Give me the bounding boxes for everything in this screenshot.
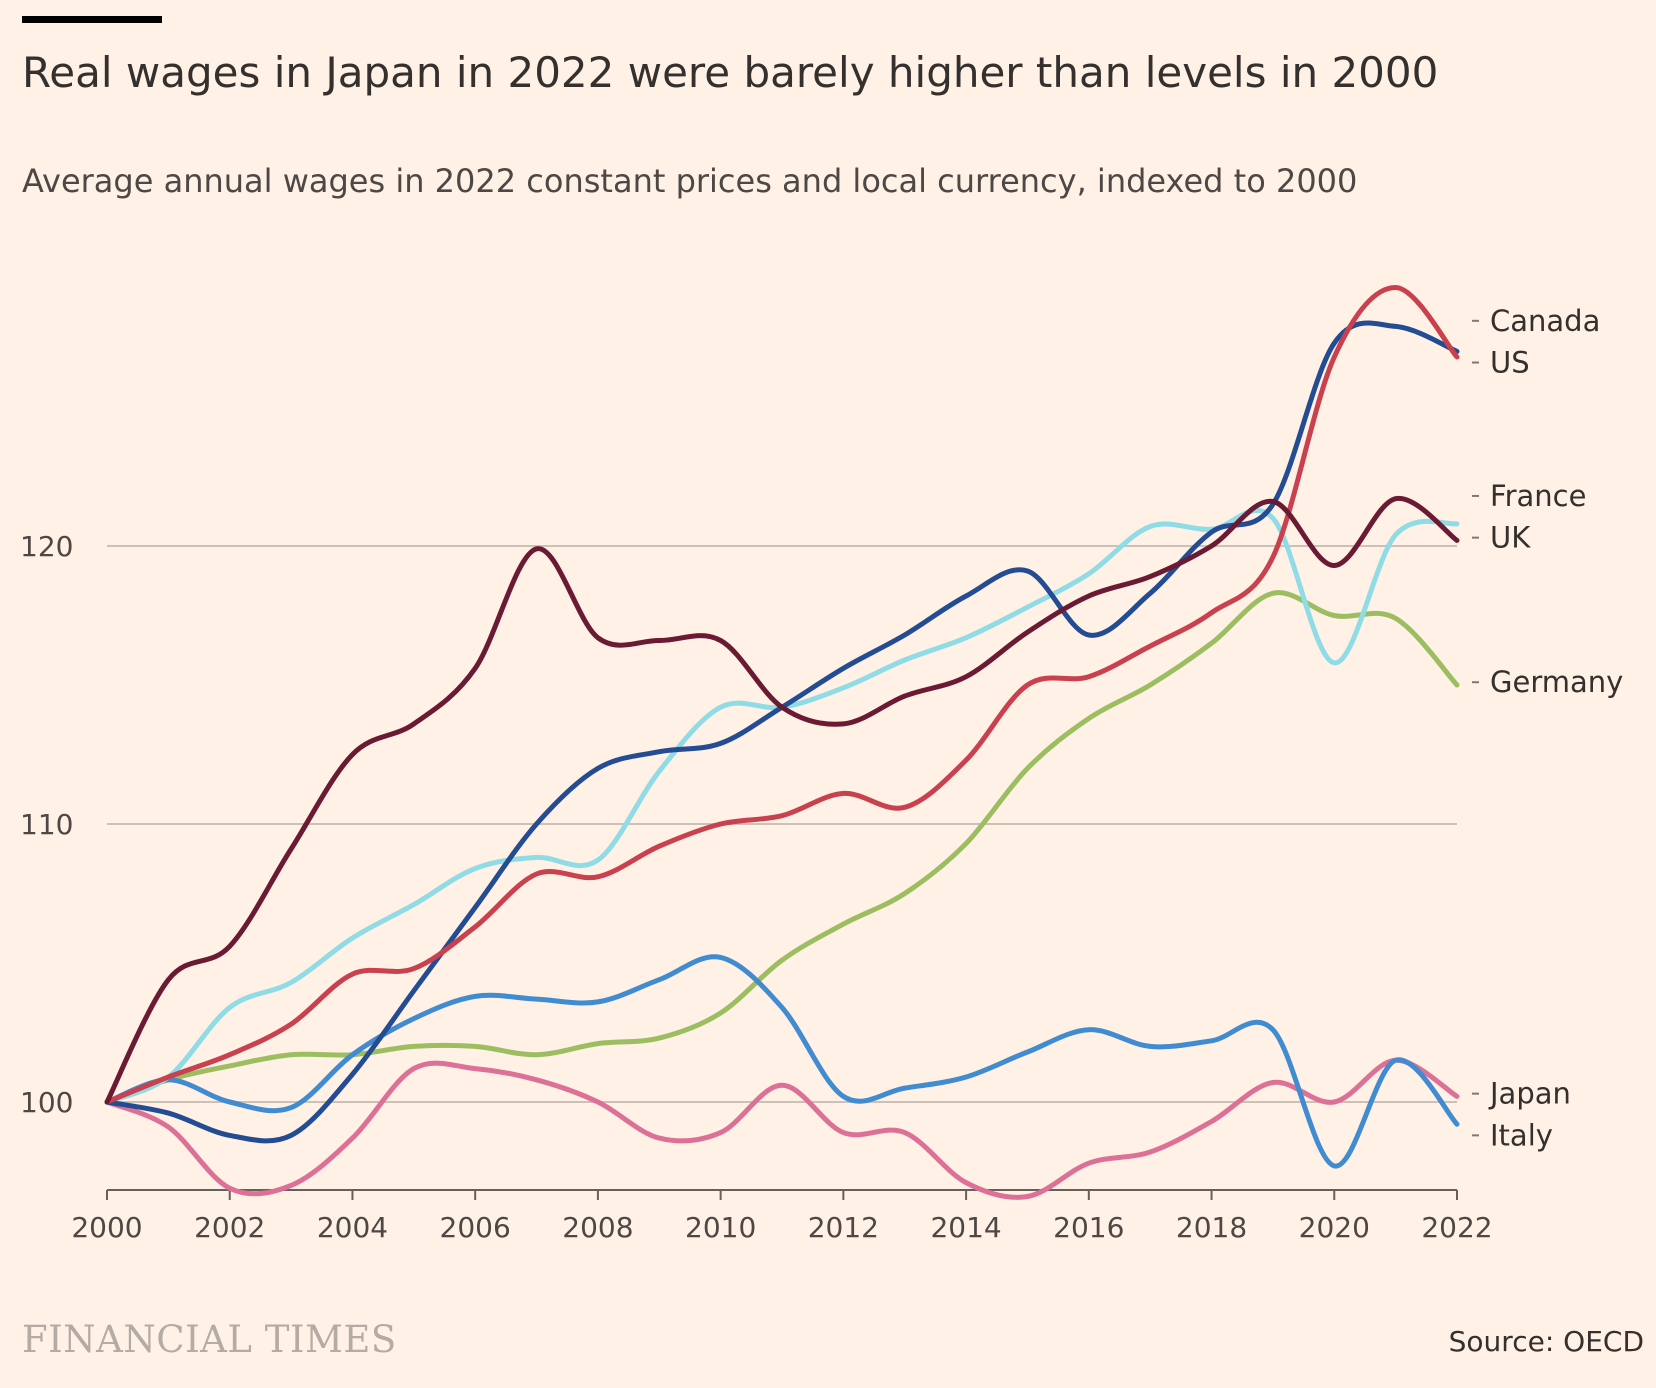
series-labels: Canada US France UK Germany Japan Italy [1472,304,1623,1152]
series-line-canada [104,320,1460,1144]
source-note: Source: OECD [1448,1325,1644,1358]
series-lines [104,285,1460,1200]
x-tick-label: 2018 [1176,1211,1247,1244]
chart-title: Real wages in Japan in 2022 were barely … [22,48,1439,97]
series-label-canada: Canada [1490,304,1600,338]
series-line-us [104,285,1460,1105]
x-tick-label: 2012 [808,1211,879,1244]
x-tick-label: 2000 [71,1211,142,1244]
series-line-uk [104,496,1460,1105]
ft-top-bar [22,16,162,23]
series-label-us: US [1490,346,1530,380]
x-tick-label: 2004 [317,1211,388,1244]
x-tick-label: 2022 [1421,1211,1492,1244]
chart-subtitle: Average annual wages in 2022 constant pr… [22,162,1358,200]
series-label-france: France [1490,479,1586,513]
x-tick-label: 2010 [685,1211,756,1244]
gridlines: 100 110 120 [20,530,1457,1119]
ft-logo: FINANCIAL TIMES [22,1318,397,1361]
x-tick-label: 2008 [562,1211,633,1244]
x-tick-label: 2002 [194,1211,265,1244]
x-tick-label: 2020 [1299,1211,1370,1244]
series-label-uk: UK [1490,521,1531,555]
x-axis: 2000 2002 2004 2006 2008 2010 2012 2014 2016 2018… [71,1189,1493,1244]
x-tick-label: 2006 [440,1211,511,1244]
y-tick-label: 100 [20,1086,73,1119]
series-label-germany: Germany [1490,665,1623,699]
x-tick-label: 2014 [930,1211,1001,1244]
x-tick-label: 2016 [1053,1211,1124,1244]
series-line-japan [104,954,1460,1169]
series-line-italy [104,1057,1460,1200]
y-tick-label: 120 [20,530,73,563]
y-tick-label: 110 [20,808,73,841]
series-label-japan: Japan [1488,1077,1571,1111]
series-label-italy: Italy [1490,1118,1553,1152]
series-line-germany [104,590,1460,1105]
series-line-france [104,508,1460,1105]
